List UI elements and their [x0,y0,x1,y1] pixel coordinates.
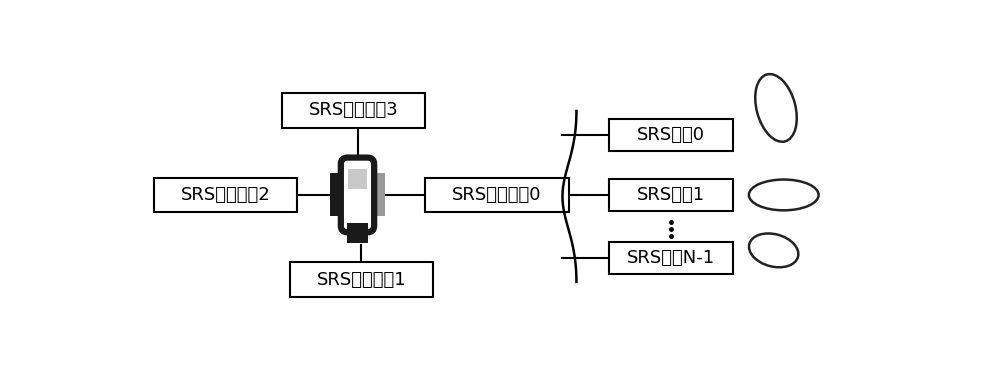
FancyBboxPatch shape [347,223,368,243]
Text: SRS资源1: SRS资源1 [637,186,705,204]
FancyBboxPatch shape [330,173,344,217]
FancyBboxPatch shape [371,173,385,217]
FancyBboxPatch shape [290,262,433,297]
FancyBboxPatch shape [609,179,733,211]
Text: SRS资源集合1: SRS资源集合1 [317,271,406,289]
FancyBboxPatch shape [282,93,425,127]
Text: SRS资源集合0: SRS资源集合0 [452,186,542,204]
Ellipse shape [755,74,797,142]
Text: SRS资源集合3: SRS资源集合3 [309,101,398,119]
FancyBboxPatch shape [425,178,569,212]
Text: SRS资源N-1: SRS资源N-1 [627,249,715,267]
FancyBboxPatch shape [348,169,367,189]
Text: SRS资源0: SRS资源0 [637,126,705,144]
FancyBboxPatch shape [154,178,297,212]
Ellipse shape [749,234,798,267]
Ellipse shape [749,179,819,210]
FancyBboxPatch shape [609,242,733,274]
FancyBboxPatch shape [341,157,374,232]
FancyBboxPatch shape [609,119,733,151]
Text: SRS资源集合2: SRS资源集合2 [181,186,271,204]
